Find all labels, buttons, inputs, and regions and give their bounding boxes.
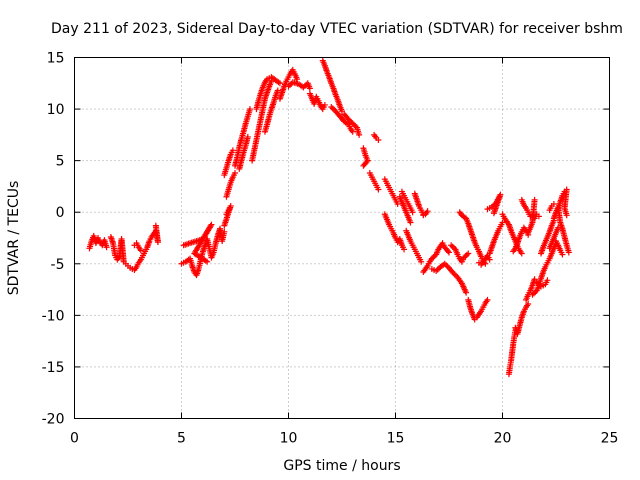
data-points (86, 57, 572, 378)
x-tick-label: 0 (70, 431, 79, 447)
data-point (490, 210, 497, 217)
data-point (535, 213, 542, 220)
y-tick-label: 5 (56, 154, 65, 170)
data-point (328, 104, 335, 111)
plot-frame (74, 57, 610, 419)
x-tick-label: 20 (494, 431, 512, 447)
x-tick-label: 5 (177, 431, 186, 447)
x-tick-label: 25 (601, 431, 619, 447)
y-axis-label: SDTVAR / TECUs (6, 181, 22, 296)
data-point (103, 244, 110, 251)
data-point (565, 249, 572, 256)
data-point (463, 251, 470, 258)
data-point (559, 251, 566, 258)
data-point (424, 208, 431, 215)
data-point (356, 131, 363, 138)
x-tick-label: 10 (280, 431, 298, 447)
data-point (463, 289, 470, 296)
data-point (229, 147, 236, 154)
data-point (221, 222, 228, 229)
data-point (375, 137, 382, 144)
data-point (349, 120, 356, 127)
y-axis-ticks: -20 -15 -10 -5 0 5 10 15 (42, 51, 610, 428)
data-point (137, 247, 144, 254)
y-tick-label: -20 (42, 412, 65, 428)
data-point (484, 296, 491, 303)
data-point (244, 133, 251, 140)
data-point (221, 228, 228, 235)
data-point (349, 128, 356, 135)
data-point (544, 277, 551, 284)
data-point (448, 242, 455, 249)
data-point (449, 243, 456, 250)
data-point (204, 258, 211, 265)
data-point (360, 162, 367, 169)
data-point (518, 250, 525, 257)
data-point (446, 249, 452, 256)
data-point (418, 258, 425, 265)
data-point (444, 248, 451, 255)
data-point (276, 80, 283, 87)
data-point (499, 219, 506, 226)
data-point (563, 212, 570, 219)
data-point (434, 266, 441, 273)
y-tick-label: -10 (42, 308, 65, 324)
data-point (339, 108, 345, 115)
chart-title: Day 211 of 2023, Sidereal Day-to-day VTE… (51, 21, 623, 37)
data-point (152, 222, 159, 229)
x-axis-ticks: 0 5 10 15 20 25 (70, 57, 619, 447)
data-point (321, 101, 328, 108)
data-point (531, 196, 538, 203)
data-point (530, 290, 537, 297)
y-tick-label: 10 (47, 102, 65, 118)
data-point (555, 224, 562, 231)
data-point (443, 262, 450, 269)
data-point (550, 200, 557, 207)
data-point (409, 209, 416, 216)
data-point (465, 250, 472, 257)
data-point (531, 276, 538, 283)
data-point (407, 219, 414, 226)
data-point (361, 161, 368, 168)
data-point (306, 85, 313, 92)
data-point (375, 186, 382, 193)
x-tick-label: 15 (387, 431, 405, 447)
data-point (329, 105, 336, 112)
y-tick-label: -15 (42, 360, 65, 376)
data-point (401, 246, 408, 253)
x-axis-label: GPS time / hours (283, 458, 400, 474)
y-tick-label: 15 (47, 51, 65, 67)
data-point (486, 256, 493, 263)
data-point (246, 106, 253, 113)
y-tick-label: -5 (51, 257, 65, 273)
data-point (525, 301, 532, 308)
y-tick-label: 0 (56, 205, 65, 221)
data-point (232, 170, 238, 177)
